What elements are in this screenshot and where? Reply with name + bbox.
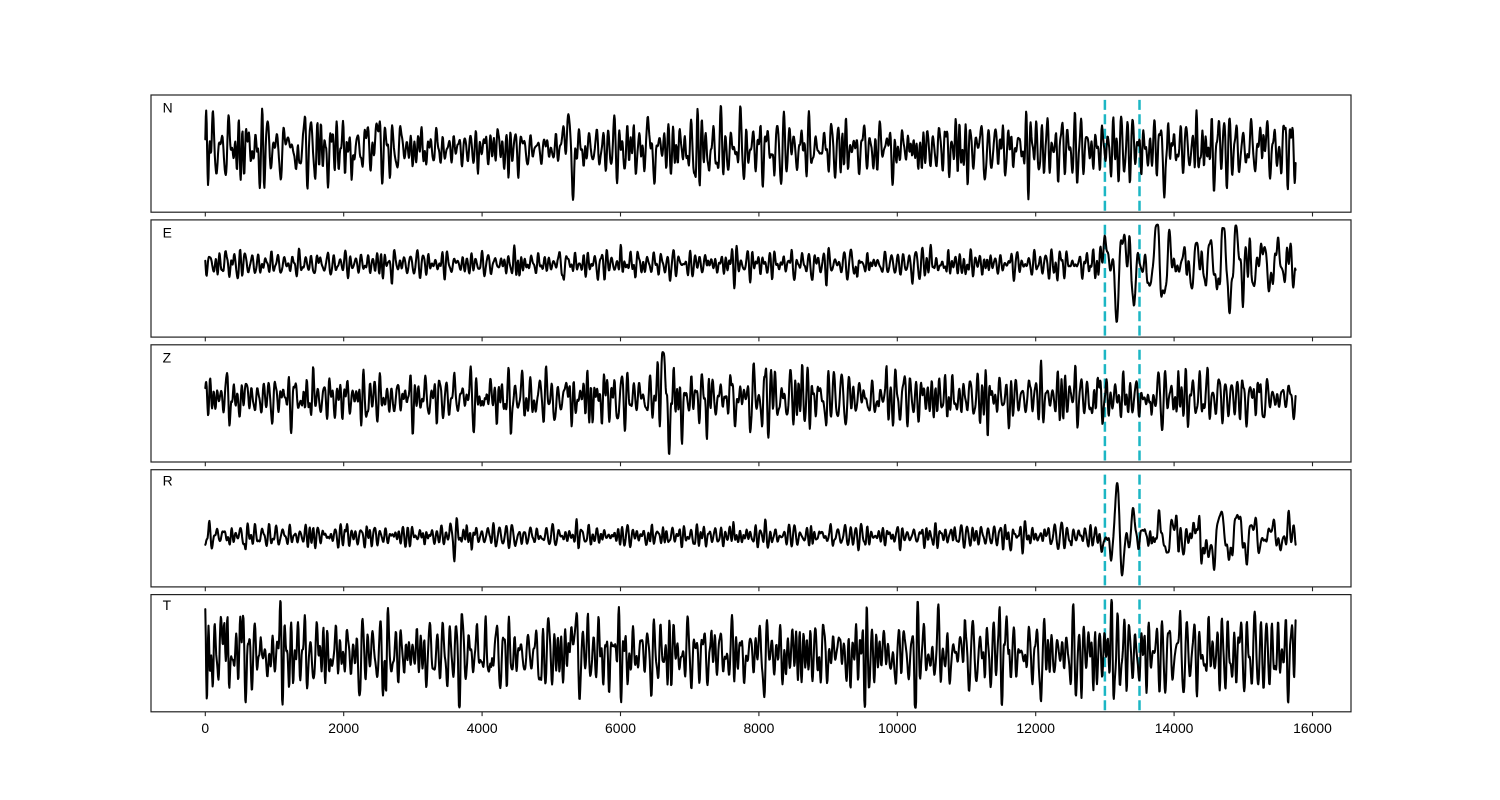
svg-text:T: T xyxy=(163,597,172,613)
svg-text:E: E xyxy=(163,225,172,241)
svg-text:4000: 4000 xyxy=(467,720,498,736)
svg-text:14000: 14000 xyxy=(1155,720,1194,736)
svg-text:10000: 10000 xyxy=(878,720,917,736)
svg-text:2000: 2000 xyxy=(328,720,359,736)
svg-text:6000: 6000 xyxy=(605,720,636,736)
svg-text:Z: Z xyxy=(163,349,172,365)
svg-text:N: N xyxy=(163,100,173,116)
svg-text:0: 0 xyxy=(201,720,209,736)
svg-text:8000: 8000 xyxy=(743,720,774,736)
svg-text:16000: 16000 xyxy=(1293,720,1332,736)
svg-text:12000: 12000 xyxy=(1016,720,1055,736)
svg-text:R: R xyxy=(163,473,173,489)
